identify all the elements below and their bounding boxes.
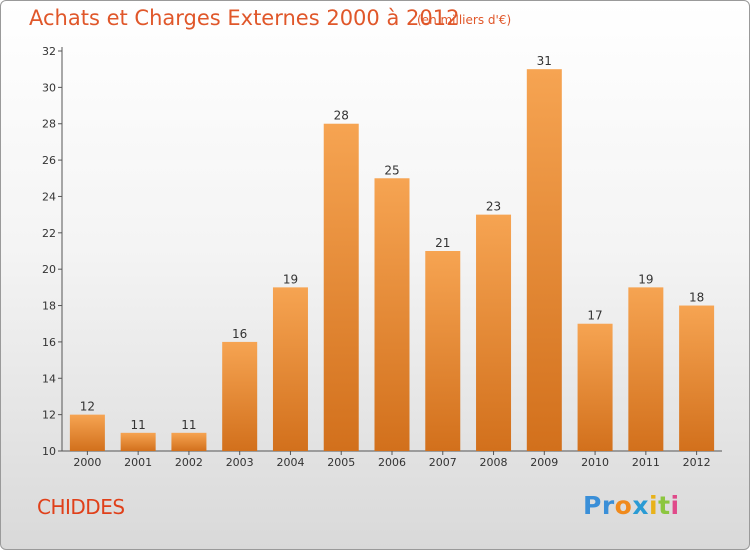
chart-axes: 10 12 14 16 18 20 22 24 26 28 30 32 2000 2001 2002 2003… xyxy=(42,45,722,469)
data-label-2000: 12 xyxy=(80,400,95,414)
x-tick-label-2001: 2001 xyxy=(124,456,152,469)
bar-2008 xyxy=(476,214,512,451)
data-label-2005: 28 xyxy=(334,109,349,123)
logo-letter: x xyxy=(632,491,649,520)
bar-2012 xyxy=(679,305,715,451)
data-label-2011: 19 xyxy=(638,272,653,286)
data-label-2010: 17 xyxy=(587,309,602,323)
commune-name: CHIDDES xyxy=(37,495,125,519)
data-label-2007: 21 xyxy=(435,236,450,250)
y-tick-label: 16 xyxy=(42,336,56,349)
y-tick-label: 14 xyxy=(42,372,56,385)
y-tick-label: 28 xyxy=(42,118,56,131)
data-label-2008: 23 xyxy=(486,200,501,214)
chart-title: Achats et Charges Externes 2000 à 2012 xyxy=(29,6,460,30)
x-tick-label-2008: 2008 xyxy=(480,456,508,469)
y-tick-label: 30 xyxy=(42,81,56,94)
x-tick-label-2007: 2007 xyxy=(429,456,457,469)
x-tick-label-2003: 2003 xyxy=(226,456,254,469)
bar-2002 xyxy=(171,432,207,451)
bar-2005 xyxy=(323,123,359,452)
data-label-2009: 31 xyxy=(537,54,552,68)
logo-letter: t xyxy=(658,491,671,520)
data-label-2002: 11 xyxy=(181,418,196,432)
bar-2007 xyxy=(425,251,461,451)
logo-letter: r xyxy=(601,491,615,520)
y-tick-label: 26 xyxy=(42,154,56,167)
x-tick-label-2005: 2005 xyxy=(327,456,355,469)
proxiti-logo[interactable]: Proxiti xyxy=(583,491,680,520)
y-tick-label: 18 xyxy=(42,300,56,313)
x-tick-label-2010: 2010 xyxy=(581,456,609,469)
y-tick-label: 10 xyxy=(42,445,56,458)
y-tick-label: 24 xyxy=(42,190,56,203)
logo-letter: P xyxy=(583,491,602,520)
y-tick-label: 22 xyxy=(42,227,56,240)
x-tick-label-2000: 2000 xyxy=(73,456,101,469)
bar-2000 xyxy=(69,414,105,451)
data-label-2003: 16 xyxy=(232,327,247,341)
bar-2010 xyxy=(577,323,613,451)
data-label-2001: 11 xyxy=(131,418,146,432)
bar-2001 xyxy=(120,432,156,451)
unit-label: (en milliers d'€) xyxy=(417,13,512,27)
x-tick-label-2002: 2002 xyxy=(175,456,203,469)
logo-letter: i xyxy=(649,491,659,520)
bar-2009 xyxy=(526,69,562,451)
y-tick-label: 12 xyxy=(42,409,56,422)
data-label-2006: 25 xyxy=(384,163,399,177)
y-tick-label: 32 xyxy=(42,45,56,58)
x-tick-label-2009: 2009 xyxy=(530,456,558,469)
bar-2011 xyxy=(628,287,664,451)
bar-2006 xyxy=(374,178,410,452)
x-tick-label-2004: 2004 xyxy=(276,456,304,469)
data-label-2012: 18 xyxy=(689,291,704,305)
x-tick-label-2012: 2012 xyxy=(683,456,711,469)
data-label-2004: 19 xyxy=(283,272,298,286)
x-tick-label-2006: 2006 xyxy=(378,456,406,469)
bar-2003 xyxy=(222,341,258,451)
chart-bars: 12 11 11 16 19 28 25 21 23 31 17 19 18 xyxy=(69,54,715,452)
bar-2004 xyxy=(272,287,308,451)
logo-letter: o xyxy=(614,491,633,520)
logo-letter: i xyxy=(670,491,680,520)
x-tick-label-2011: 2011 xyxy=(632,456,660,469)
y-tick-label: 20 xyxy=(42,263,56,276)
